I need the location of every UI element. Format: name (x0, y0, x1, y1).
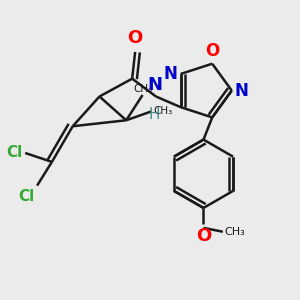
Text: O: O (128, 29, 143, 47)
Text: N: N (164, 65, 178, 83)
Text: CH₃: CH₃ (133, 83, 152, 94)
Text: Cl: Cl (6, 146, 22, 160)
Text: Cl: Cl (18, 189, 34, 204)
Text: O: O (205, 42, 219, 60)
Text: CH₃: CH₃ (224, 227, 245, 237)
Text: CH₃: CH₃ (153, 106, 172, 116)
Text: H: H (149, 107, 160, 122)
Text: N: N (235, 82, 249, 100)
Text: O: O (196, 227, 211, 245)
Text: N: N (147, 76, 162, 94)
